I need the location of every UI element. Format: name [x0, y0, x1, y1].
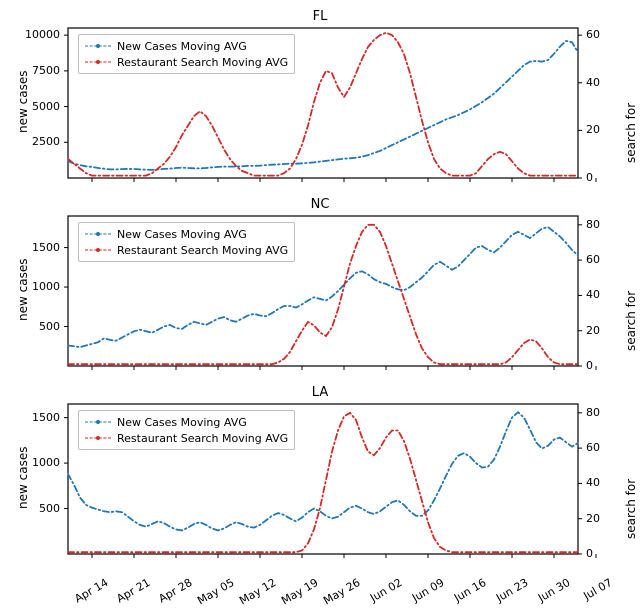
- xtick-label: May 26: [320, 576, 363, 608]
- xtick-label: May 19: [278, 576, 321, 608]
- ytick-right-label: 40: [586, 76, 600, 89]
- legend-item: New Cases Moving AVG: [85, 226, 288, 242]
- ytick-right-label: 20: [586, 512, 600, 525]
- ytick-left-label: 1500: [0, 411, 60, 424]
- legend-label: Restaurant Search Moving AVG: [117, 56, 288, 69]
- ytick-right-label: 80: [586, 406, 600, 419]
- xtick-label: Apr 28: [152, 576, 195, 608]
- ytick-right-label: 60: [586, 253, 600, 266]
- legend-label: New Cases Moving AVG: [117, 228, 247, 241]
- xtick-label: May 12: [236, 576, 279, 608]
- ytick-right-label: 80: [586, 218, 600, 231]
- ytick-left-label: 1000: [0, 456, 60, 469]
- ylabel-right: search for restaurants: [624, 94, 640, 163]
- ytick-left-label: 2500: [0, 135, 60, 148]
- legend-item: New Cases Moving AVG: [85, 38, 288, 54]
- legend-item: New Cases Moving AVG: [85, 414, 288, 430]
- xtick-label: Jun 23: [488, 576, 531, 608]
- xtick-label: Jun 02: [362, 576, 405, 608]
- ytick-right-label: 40: [586, 288, 600, 301]
- xtick-label: Jun 09: [404, 576, 447, 608]
- ytick-left-label: 1500: [0, 241, 60, 254]
- legend: New Cases Moving AVG Restaurant Search Mo…: [78, 34, 295, 74]
- panel-title: FL: [0, 9, 640, 24]
- legend: New Cases Moving AVG Restaurant Search Mo…: [78, 222, 295, 262]
- legend-item: Restaurant Search Moving AVG: [85, 430, 288, 446]
- ytick-left-label: 5000: [0, 100, 60, 113]
- ylabel-right: search for restaurants: [624, 470, 640, 539]
- ytick-right-label: 0: [586, 359, 593, 372]
- ytick-right-label: 0: [586, 547, 593, 560]
- ytick-right-label: 60: [586, 441, 600, 454]
- legend-label: Restaurant Search Moving AVG: [117, 432, 288, 445]
- ytick-left-label: 10000: [0, 28, 60, 41]
- legend-label: New Cases Moving AVG: [117, 416, 247, 429]
- ytick-left-label: 500: [0, 320, 60, 333]
- ytick-left-label: 500: [0, 502, 60, 515]
- ylabel-right: search for restaurants: [624, 282, 640, 351]
- panel-title: LA: [0, 385, 640, 400]
- figure: FL250050007500100000204060new casessearc…: [0, 0, 640, 584]
- ylabel-left: new cases: [16, 71, 30, 133]
- legend-item: Restaurant Search Moving AVG: [85, 242, 288, 258]
- xtick-label: Jun 16: [446, 576, 489, 608]
- ylabel-left: new cases: [16, 447, 30, 509]
- ylabel-left: new cases: [16, 259, 30, 321]
- ytick-right-label: 60: [586, 28, 600, 41]
- ytick-left-label: 1000: [0, 280, 60, 293]
- xtick-label: May 05: [194, 576, 237, 608]
- legend: New Cases Moving AVG Restaurant Search Mo…: [78, 410, 295, 450]
- legend-label: New Cases Moving AVG: [117, 40, 247, 53]
- legend-item: Restaurant Search Moving AVG: [85, 54, 288, 70]
- panel-title: NC: [0, 197, 640, 212]
- ytick-right-label: 20: [586, 324, 600, 337]
- legend-label: Restaurant Search Moving AVG: [117, 244, 288, 257]
- xtick-label: Apr 14: [68, 576, 111, 608]
- ytick-right-label: 40: [586, 476, 600, 489]
- xtick-label: Apr 21: [110, 576, 153, 608]
- ytick-right-label: 0: [586, 171, 593, 184]
- ytick-right-label: 20: [586, 123, 600, 136]
- xtick-label: Jun 30: [530, 576, 573, 608]
- xtick-label: Jul 07: [572, 576, 615, 608]
- ytick-left-label: 7500: [0, 64, 60, 77]
